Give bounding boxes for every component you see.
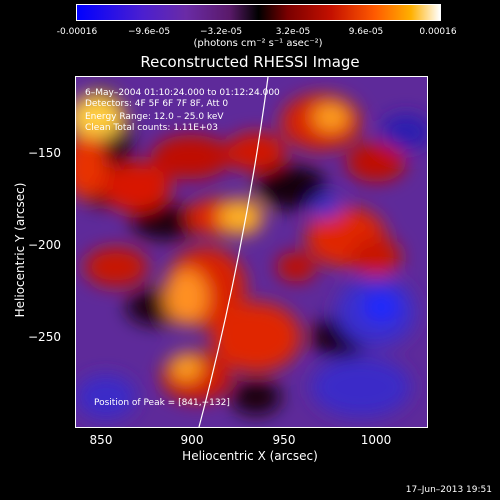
colorbar-tick: 9.6e-05 — [348, 27, 384, 37]
emission-blobs — [76, 87, 427, 419]
y-tick-label: −150 — [28, 146, 61, 160]
colorbar-tick: −9.6e-05 — [127, 27, 171, 37]
rhessi-image — [76, 76, 427, 428]
colorbar-tick: 3.2e-05 — [275, 27, 311, 37]
colorbar-tick: -0.00016 — [56, 27, 98, 37]
y-tick-label: −250 — [28, 330, 61, 344]
x-tick-label: 950 — [272, 433, 296, 447]
colorbar-tick: −3.2e-05 — [199, 27, 243, 37]
clean-annotation: Clean Total counts: 1.11E+03 — [85, 123, 218, 133]
x-axis-label: Heliocentric X (arcsec) — [182, 449, 318, 463]
solar-limb-line — [198, 76, 269, 428]
colorbar-units: (photons cm⁻² s⁻¹ asec⁻²) — [193, 38, 323, 49]
color-bar — [76, 4, 441, 21]
timestamp: 17–Jun–2013 19:51 — [405, 485, 492, 495]
time-annotation: 6–May–2004 01:10:24.000 to 01:12:24.000 — [85, 88, 280, 98]
x-tick-label: 900 — [180, 433, 204, 447]
y-tick-label: −200 — [28, 238, 61, 252]
detectors-annotation: Detectors: 4F 5F 6F 7F 8F, Att 0 — [85, 99, 229, 109]
rhessi-image-plot — [75, 76, 428, 428]
colorbar-tick: 0.00016 — [419, 27, 457, 37]
energy-annotation: Energy Range: 12.0 – 25.0 keV — [85, 112, 224, 122]
x-tick-label: 850 — [89, 433, 113, 447]
peak-position-annotation: Position of Peak = [841,−132] — [94, 398, 230, 408]
x-tick-label: 1000 — [360, 433, 392, 447]
image-title: Reconstructed RHESSI Image — [140, 53, 360, 71]
y-axis-label: Heliocentric Y (arcsec) — [13, 182, 27, 318]
